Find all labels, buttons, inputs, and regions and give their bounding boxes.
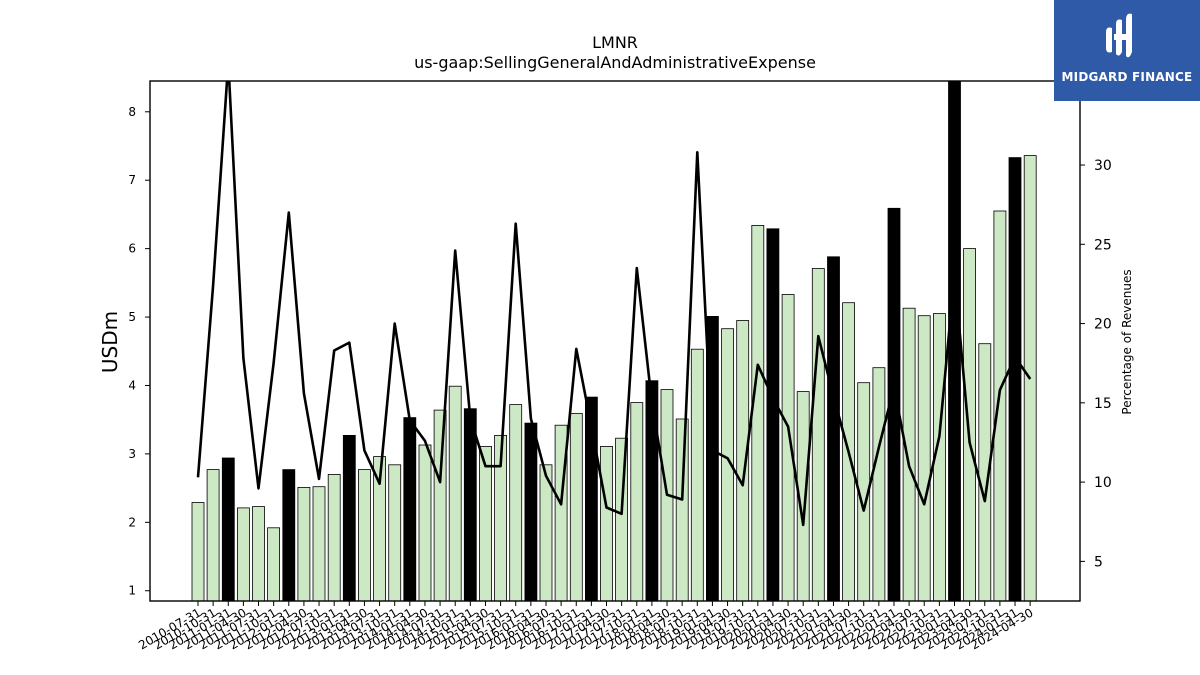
bar <box>766 228 780 602</box>
bar <box>600 445 613 602</box>
y2-tick-label: 15 <box>1094 396 1112 412</box>
bar <box>811 268 825 602</box>
y2-axis-label: Percentage of Revenues <box>1120 269 1134 415</box>
bar <box>872 367 886 602</box>
bar <box>524 422 538 602</box>
y2-tick-label: 25 <box>1094 237 1112 253</box>
y-axis-label: USDm <box>98 310 122 374</box>
bar <box>252 506 265 602</box>
bar <box>236 507 250 602</box>
bar <box>191 502 205 602</box>
chart-title: LMNR <box>592 33 638 52</box>
bar <box>388 464 402 602</box>
bar <box>297 486 311 602</box>
bar <box>645 380 659 602</box>
bar <box>433 409 447 602</box>
bar <box>282 469 296 602</box>
y-tick-label: 4 <box>128 378 136 392</box>
bar <box>312 486 326 602</box>
bar <box>267 527 281 602</box>
bar <box>917 315 931 602</box>
bar <box>675 418 689 602</box>
bar <box>342 434 356 602</box>
bar <box>418 444 432 602</box>
series-line <box>196 81 1032 527</box>
bar <box>690 348 704 602</box>
bar <box>221 457 235 602</box>
midgard-logo-icon <box>1106 13 1132 58</box>
midgard-logo: MIDGARD FINANCE <box>1054 0 1200 101</box>
y-tick-label: 8 <box>128 105 136 119</box>
bar <box>357 469 371 602</box>
y-tick-label: 3 <box>128 447 136 461</box>
bar <box>963 248 976 602</box>
plot-frame <box>149 80 1081 602</box>
y-tick-label: 6 <box>128 242 136 256</box>
bar <box>463 408 477 602</box>
y-tick-label: 1 <box>128 584 136 598</box>
bar <box>448 385 462 602</box>
bar <box>569 413 583 602</box>
bar <box>403 417 417 602</box>
bar <box>509 404 523 602</box>
bar <box>206 469 220 602</box>
y2-tick-label: 10 <box>1094 475 1112 491</box>
logo-text: MIDGARD FINANCE <box>1061 70 1193 84</box>
y-tick-label: 2 <box>128 515 136 529</box>
bar <box>479 445 492 602</box>
bar <box>630 402 644 602</box>
bar <box>948 81 961 602</box>
bar <box>1008 157 1022 602</box>
bar <box>827 256 840 602</box>
y2-tick-label: 20 <box>1094 317 1112 333</box>
y2-tick-label: 30 <box>1094 158 1112 174</box>
bar <box>993 210 1007 602</box>
bar <box>327 473 341 602</box>
y2-tick-label: 5 <box>1094 554 1103 570</box>
y-tick-label: 5 <box>128 310 136 324</box>
bar <box>751 224 765 602</box>
chart-subtitle: us-gaap:SellingGeneralAndAdministrativeE… <box>414 53 816 72</box>
y-tick-label: 7 <box>128 173 136 187</box>
bar <box>902 307 916 602</box>
